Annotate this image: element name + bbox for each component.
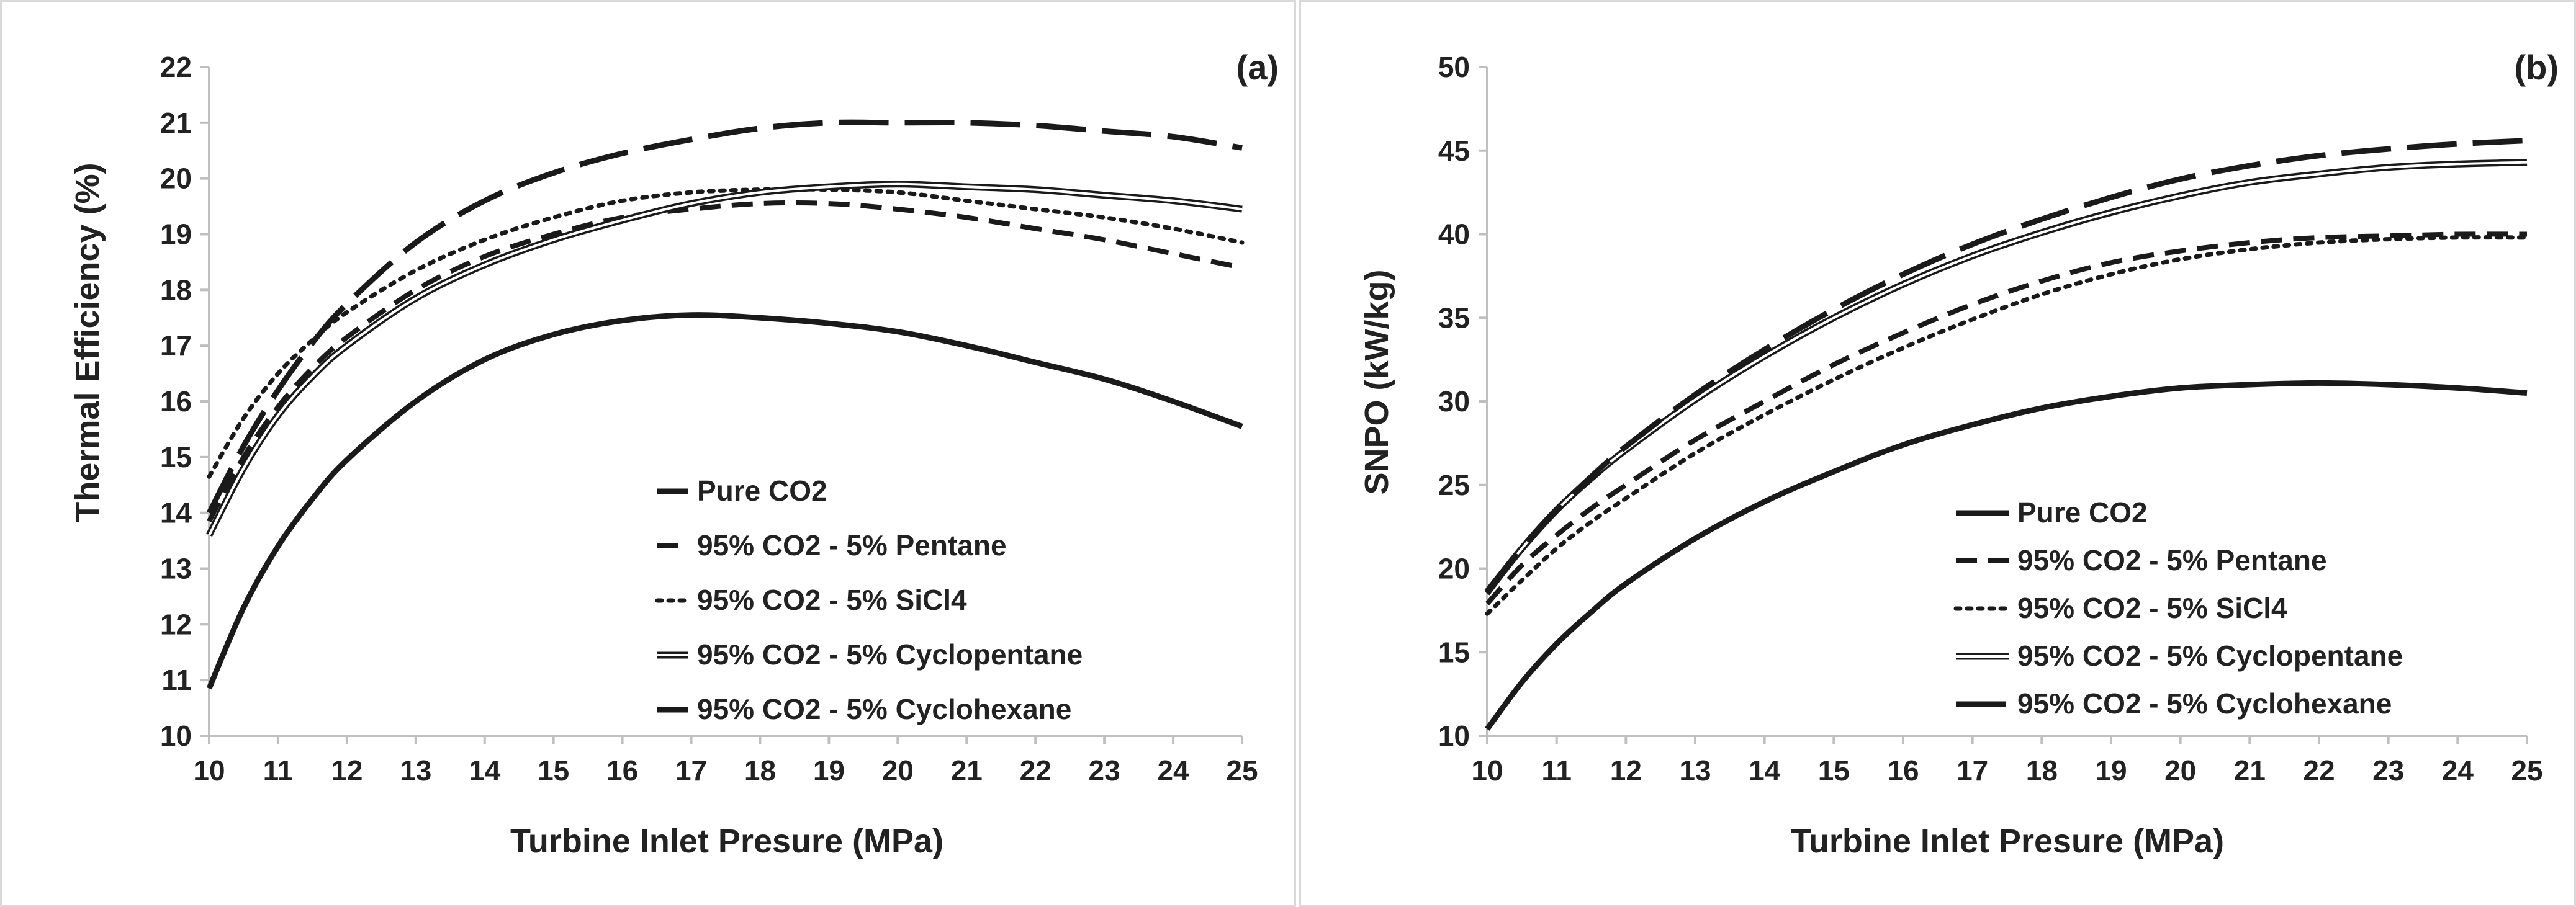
legend-label-pure-co2: Pure CO2	[697, 475, 827, 507]
y-tick-label: 15	[160, 441, 192, 473]
thermal-efficiency-chart: 10 11 12 13 14 15 16 17 18 19 20 21 22 10 11 12 13 14 15 16…	[69, 48, 1279, 860]
series-lines	[206, 119, 1245, 690]
y-tick-label: 22	[160, 51, 192, 83]
legend-label-pure-co2: Pure CO2	[2017, 496, 2148, 529]
snpo-chart: 10 15 20 25 30 35 40 45 50 10 11 12 13 14 15 16 17 18 19 20…	[1358, 48, 2559, 860]
y-axis-title: Thermal Efficiency (%)	[69, 163, 106, 522]
y-tick-label: 10	[1438, 720, 1470, 752]
series-line-95-co2-5-cyclohexane	[1485, 138, 2528, 596]
axes: 10 15 20 25 30 35 40 45 50 10 11 12 13 14 15 16 17 18 19 20…	[1438, 51, 2543, 787]
x-tick-label: 16	[1887, 754, 1919, 787]
x-axis-title: Turbine Inlet Presure (MPa)	[1791, 823, 2224, 860]
series-line-95-co2-5-cyclopentane-inner	[208, 182, 1243, 536]
legend-label-pentane: 95% CO2 - 5% Pentane	[697, 529, 1007, 561]
y-tick-label: 40	[1438, 218, 1470, 251]
y-tick-label: 20	[1438, 553, 1470, 585]
x-tick-label: 16	[606, 754, 638, 787]
y-tick-label: 15	[1438, 636, 1470, 668]
x-tick-label: 20	[882, 754, 914, 787]
legend: Pure CO2 95% CO2 - 5% Pentane 95% CO2 - …	[1953, 496, 2403, 720]
series-line-95-co2-5-cyclopentane	[1484, 159, 2528, 594]
y-tick-label: 10	[160, 720, 192, 752]
series-lines	[1484, 138, 2529, 731]
axes: 10 11 12 13 14 15 16 17 18 19 20 21 22 10 11 12 13 14 15 16…	[160, 51, 1258, 787]
x-tick-label: 25	[1226, 754, 1258, 787]
y-tick-label: 12	[160, 608, 192, 640]
x-tick-label: 24	[2442, 754, 2474, 787]
y-tick-label: 21	[160, 107, 192, 139]
series-line-95-co2-5-cyclopentane-outer	[1484, 159, 2528, 594]
series-line-95-co2-5-pentane	[1485, 231, 2528, 605]
x-tick-label: 24	[1157, 754, 1189, 787]
series-line-pure-co2	[1485, 380, 2528, 731]
x-tick-label: 25	[2511, 754, 2542, 787]
y-tick-label: 18	[160, 274, 192, 306]
x-tick-label: 11	[1541, 754, 1572, 787]
legend-label-cyclopentane: 95% CO2 - 5% Cyclopentane	[2017, 640, 2403, 672]
x-tick-label: 18	[744, 754, 776, 787]
x-tick-label: 23	[1089, 754, 1120, 787]
x-tick-label: 21	[2234, 754, 2266, 787]
y-tick-label: 50	[1438, 51, 1470, 83]
y-tick-label: 20	[160, 163, 192, 195]
x-tick-label: 22	[1020, 754, 1052, 787]
x-tick-label: 17	[1957, 754, 1988, 787]
y-axis-title: SNPO (kW/kg)	[1358, 269, 1395, 494]
series-line-95-co2-5-cyclopentane-inner	[1486, 161, 2528, 593]
legend-swatches	[1953, 510, 2011, 707]
series-line-95-co2-5-sicl4	[1485, 235, 2529, 616]
x-tick-label: 12	[1610, 754, 1642, 787]
legend: Pure CO2 95% CO2 - 5% Pentane 95% CO2 - …	[655, 475, 1083, 725]
x-tick-label: 10	[193, 754, 225, 787]
y-tick-label: 35	[1438, 302, 1470, 334]
y-tick-label: 19	[160, 218, 192, 251]
x-tick-label: 13	[400, 754, 431, 787]
y-tick-label: 14	[160, 497, 192, 529]
x-tick-label: 12	[331, 754, 363, 787]
y-tick-label: 25	[1438, 469, 1470, 501]
legend-swatches	[655, 488, 691, 713]
x-tick-label: 23	[2372, 754, 2404, 787]
y-tick-label: 30	[1438, 385, 1470, 418]
x-tick-label: 15	[538, 754, 569, 787]
legend-label-cyclohexane: 95% CO2 - 5% Cyclohexane	[2017, 687, 2392, 720]
y-tick-label: 17	[160, 329, 192, 362]
y-tick-label: 45	[1438, 135, 1470, 167]
series-line-95-co2-5-cyclopentane	[206, 181, 1243, 537]
legend-label-cyclohexane: 95% CO2 - 5% Cyclohexane	[697, 693, 1071, 725]
x-tick-label: 19	[2095, 754, 2127, 787]
legend-label-pentane: 95% CO2 - 5% Pentane	[2017, 544, 2327, 576]
x-tick-label: 21	[951, 754, 983, 787]
series-line-95-co2-5-cyclohexane	[206, 119, 1243, 514]
panel-label: (b)	[2514, 48, 2559, 87]
legend-label-sicl4: 95% CO2 - 5% SiCl4	[697, 584, 967, 616]
y-tick-label: 16	[160, 385, 192, 418]
x-tick-label: 14	[469, 754, 501, 787]
series-line-pure-co2	[206, 312, 1243, 690]
x-tick-label: 19	[813, 754, 845, 787]
legend-label-cyclopentane: 95% CO2 - 5% Cyclopentane	[697, 638, 1083, 671]
series-line-95-co2-5-pentane	[207, 200, 1243, 522]
chart-panel-b: 10 15 20 25 30 35 40 45 50 10 11 12 13 14 15 16 17 18 19 20…	[1299, 0, 2576, 907]
x-tick-label: 17	[675, 754, 707, 787]
y-tick-label: 11	[161, 664, 192, 696]
panel-label: (a)	[1236, 48, 1279, 87]
x-axis-title: Turbine Inlet Presure (MPa)	[510, 823, 943, 860]
x-tick-label: 18	[2026, 754, 2058, 787]
y-tick-label: 13	[160, 553, 192, 585]
x-tick-label: 22	[2303, 754, 2335, 787]
legend-label-sicl4: 95% CO2 - 5% SiCl4	[2017, 592, 2287, 624]
x-tick-label: 11	[263, 754, 294, 787]
x-tick-label: 14	[1749, 754, 1781, 787]
x-tick-label: 15	[1818, 754, 1850, 787]
x-tick-label: 20	[2164, 754, 2196, 787]
x-tick-label: 10	[1471, 754, 1503, 787]
chart-panel-a: 10 11 12 13 14 15 16 17 18 19 20 21 22 10 11 12 13 14 15 16…	[0, 0, 1296, 907]
x-tick-label: 13	[1679, 754, 1711, 787]
